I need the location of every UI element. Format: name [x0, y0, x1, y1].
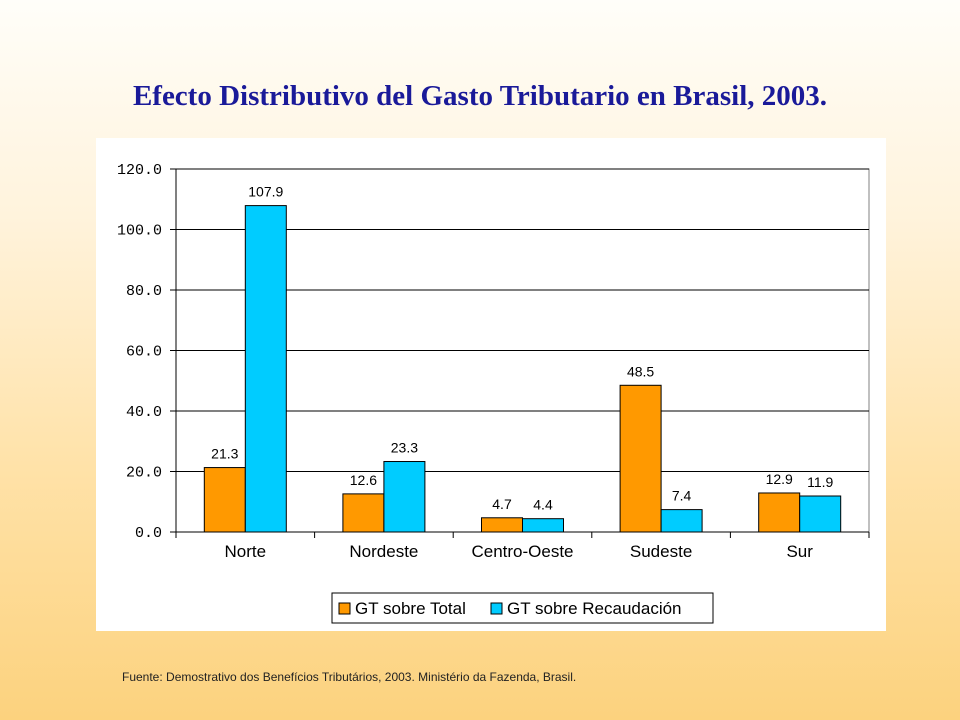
chart-panel: 21.3 107.9 12.6 23.3 4.7 4.4 48.5 7.4 12.9 11.9 0… [96, 138, 886, 631]
legend-swatch [338, 602, 351, 615]
data-label: 48.5 [627, 363, 654, 379]
y-tick-label: 20.0 [126, 465, 162, 482]
bar [660, 509, 703, 533]
bar [481, 517, 523, 533]
data-label: 11.9 [807, 474, 833, 490]
chart-title: Efecto Distributivo del Gasto Tributario… [132, 80, 828, 112]
data-label: 21.3 [211, 446, 238, 462]
x-tick-label: Norte [225, 542, 267, 561]
y-tick-label: 120.0 [117, 162, 162, 179]
y-tick-label: 60.0 [126, 344, 162, 361]
data-label: 4.7 [492, 496, 512, 512]
legend-label: GT sobre Recaudación [507, 599, 682, 618]
data-label: 23.3 [391, 440, 418, 456]
data-label: 107.9 [248, 184, 283, 200]
bar [244, 205, 287, 533]
y-tick-label: 80.0 [126, 283, 162, 300]
legend-box [331, 592, 714, 624]
bar-chart: 21.3 107.9 12.6 23.3 4.7 4.4 48.5 7.4 12.9 11.9 0… [117, 162, 870, 624]
x-tick-label: Nordeste [349, 542, 418, 561]
x-tick-label: Sur [786, 542, 813, 561]
data-label: 4.4 [533, 497, 553, 513]
y-tick-label: 100.0 [117, 223, 162, 240]
bar [522, 518, 564, 533]
x-tick-label: Sudeste [630, 542, 692, 561]
data-label: 12.9 [766, 471, 793, 487]
legend-label: GT sobre Total [355, 599, 466, 618]
y-tick-label: 40.0 [126, 404, 162, 421]
source-note: Fuente: Demostrativo dos Benefícios Trib… [122, 670, 577, 684]
y-tick-label: 0.0 [135, 525, 162, 542]
bar [799, 495, 842, 533]
data-label: 7.4 [672, 488, 692, 504]
bar [619, 384, 662, 533]
bar [383, 461, 426, 533]
legend-swatch [490, 602, 503, 615]
x-tick-label: Centro-Oeste [471, 542, 573, 561]
bar [203, 467, 246, 533]
data-label: 12.6 [350, 472, 377, 488]
bar [758, 492, 801, 533]
bar [342, 493, 385, 533]
